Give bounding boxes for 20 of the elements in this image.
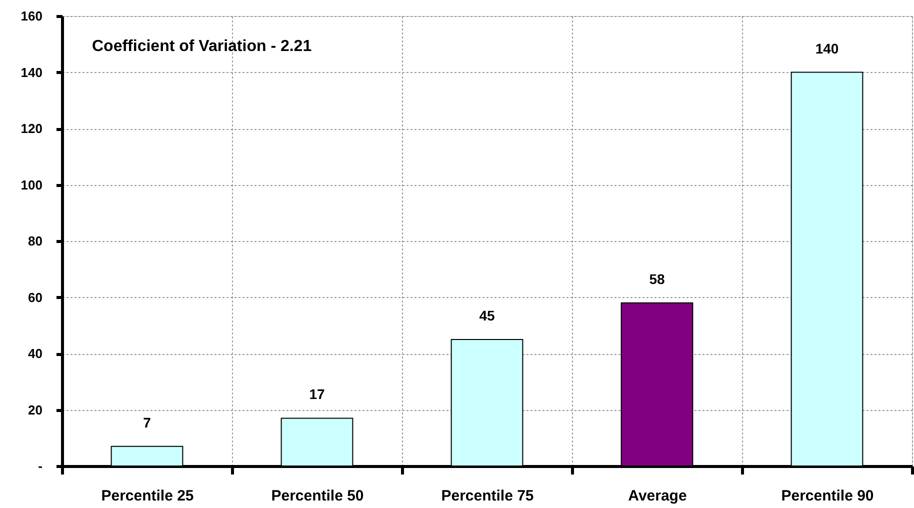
x-tick-label: Percentile 90 xyxy=(781,488,874,504)
data-label: 17 xyxy=(309,386,325,402)
x-tick-label: Average xyxy=(628,488,687,504)
y-tick-label: 40 xyxy=(28,346,42,361)
data-label: 45 xyxy=(479,307,495,324)
data-label: 7 xyxy=(143,414,152,430)
annotation: Coefficient of Variation - 2.21 xyxy=(92,38,312,55)
y-tick-label: 80 xyxy=(28,234,42,248)
y-tick-label: 100 xyxy=(20,177,42,192)
data-label: 140 xyxy=(815,40,839,56)
y-tick-label: 140 xyxy=(20,64,42,80)
x-tick-label: Percentile 50 xyxy=(271,488,364,504)
y-tick-label: 20 xyxy=(28,402,42,418)
y-tick-label: - xyxy=(38,458,42,474)
x-tick-label: Percentile 25 xyxy=(101,488,194,504)
y-tick-label: 160 xyxy=(20,8,42,24)
data-label: 58 xyxy=(649,270,665,287)
y-tick-label: 120 xyxy=(20,121,42,136)
y-tick-label: 60 xyxy=(28,290,42,305)
x-tick-label: Percentile 75 xyxy=(441,488,534,504)
